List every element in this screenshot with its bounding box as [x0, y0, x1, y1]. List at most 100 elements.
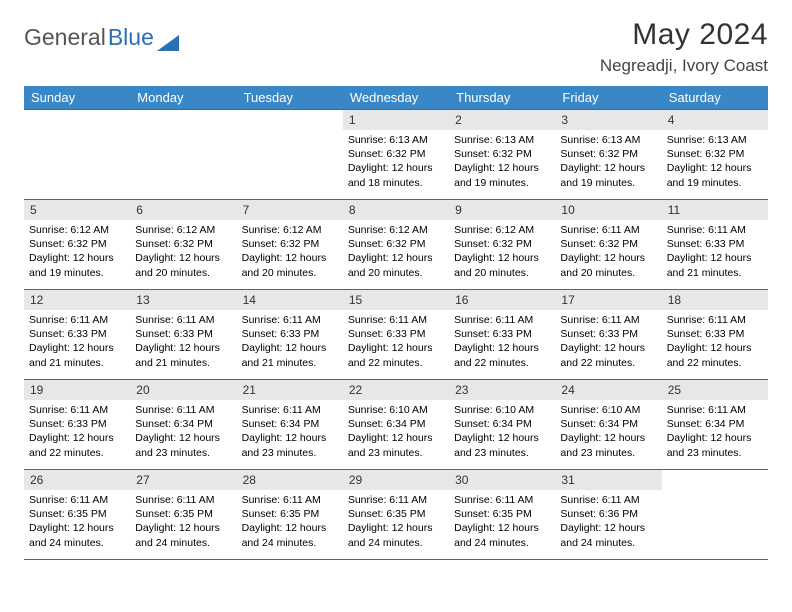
sunset-text: Sunset: 6:33 PM — [135, 327, 231, 341]
sunrise-text: Sunrise: 6:11 AM — [667, 223, 763, 237]
calendar-day-cell: 14Sunrise: 6:11 AMSunset: 6:33 PMDayligh… — [237, 290, 343, 380]
sunset-text: Sunset: 6:32 PM — [560, 147, 656, 161]
sunrise-text: Sunrise: 6:11 AM — [135, 313, 231, 327]
day-details: Sunrise: 6:11 AMSunset: 6:33 PMDaylight:… — [449, 310, 555, 373]
calendar-header-row: SundayMondayTuesdayWednesdayThursdayFrid… — [24, 86, 768, 110]
sunrise-text: Sunrise: 6:11 AM — [560, 223, 656, 237]
day-details: Sunrise: 6:11 AMSunset: 6:33 PMDaylight:… — [662, 310, 768, 373]
day-details: Sunrise: 6:11 AMSunset: 6:35 PMDaylight:… — [449, 490, 555, 553]
sunset-text: Sunset: 6:32 PM — [454, 237, 550, 251]
daylight-text: Daylight: 12 hours and 22 minutes. — [348, 341, 444, 369]
sunrise-text: Sunrise: 6:13 AM — [560, 133, 656, 147]
sunrise-text: Sunrise: 6:11 AM — [242, 493, 338, 507]
day-number — [237, 110, 343, 130]
daylight-text: Daylight: 12 hours and 23 minutes. — [454, 431, 550, 459]
daylight-text: Daylight: 12 hours and 23 minutes. — [348, 431, 444, 459]
day-details: Sunrise: 6:13 AMSunset: 6:32 PMDaylight:… — [662, 130, 768, 193]
calendar-day-cell: 28Sunrise: 6:11 AMSunset: 6:35 PMDayligh… — [237, 470, 343, 560]
day-details: Sunrise: 6:11 AMSunset: 6:33 PMDaylight:… — [662, 220, 768, 283]
sunset-text: Sunset: 6:34 PM — [667, 417, 763, 431]
sunrise-text: Sunrise: 6:11 AM — [29, 493, 125, 507]
day-number: 5 — [24, 200, 130, 220]
daylight-text: Daylight: 12 hours and 24 minutes. — [242, 521, 338, 549]
daylight-text: Daylight: 12 hours and 24 minutes. — [454, 521, 550, 549]
day-details: Sunrise: 6:11 AMSunset: 6:35 PMDaylight:… — [237, 490, 343, 553]
sunset-text: Sunset: 6:33 PM — [667, 327, 763, 341]
day-number: 27 — [130, 470, 236, 490]
daylight-text: Daylight: 12 hours and 19 minutes. — [560, 161, 656, 189]
day-number: 29 — [343, 470, 449, 490]
day-number — [662, 470, 768, 490]
sunrise-text: Sunrise: 6:10 AM — [454, 403, 550, 417]
calendar-day-cell: 18Sunrise: 6:11 AMSunset: 6:33 PMDayligh… — [662, 290, 768, 380]
sunset-text: Sunset: 6:33 PM — [560, 327, 656, 341]
day-details: Sunrise: 6:12 AMSunset: 6:32 PMDaylight:… — [237, 220, 343, 283]
calendar-day-cell: 1Sunrise: 6:13 AMSunset: 6:32 PMDaylight… — [343, 110, 449, 200]
day-details: Sunrise: 6:11 AMSunset: 6:34 PMDaylight:… — [130, 400, 236, 463]
day-number: 13 — [130, 290, 236, 310]
weekday-header: Thursday — [449, 86, 555, 110]
sunset-text: Sunset: 6:33 PM — [454, 327, 550, 341]
calendar-day-cell: 4Sunrise: 6:13 AMSunset: 6:32 PMDaylight… — [662, 110, 768, 200]
sunrise-text: Sunrise: 6:12 AM — [135, 223, 231, 237]
sunset-text: Sunset: 6:34 PM — [560, 417, 656, 431]
daylight-text: Daylight: 12 hours and 20 minutes. — [135, 251, 231, 279]
day-number: 31 — [555, 470, 661, 490]
day-number: 15 — [343, 290, 449, 310]
day-number: 22 — [343, 380, 449, 400]
sunrise-text: Sunrise: 6:11 AM — [29, 313, 125, 327]
calendar-day-cell: 8Sunrise: 6:12 AMSunset: 6:32 PMDaylight… — [343, 200, 449, 290]
weekday-header: Saturday — [662, 86, 768, 110]
sunrise-text: Sunrise: 6:13 AM — [667, 133, 763, 147]
calendar-day-cell — [24, 110, 130, 200]
day-number: 16 — [449, 290, 555, 310]
day-number: 7 — [237, 200, 343, 220]
calendar-day-cell: 22Sunrise: 6:10 AMSunset: 6:34 PMDayligh… — [343, 380, 449, 470]
day-details: Sunrise: 6:10 AMSunset: 6:34 PMDaylight:… — [343, 400, 449, 463]
sunrise-text: Sunrise: 6:12 AM — [242, 223, 338, 237]
calendar-day-cell: 3Sunrise: 6:13 AMSunset: 6:32 PMDaylight… — [555, 110, 661, 200]
day-details: Sunrise: 6:11 AMSunset: 6:35 PMDaylight:… — [24, 490, 130, 553]
day-number — [24, 110, 130, 130]
day-details: Sunrise: 6:11 AMSunset: 6:35 PMDaylight:… — [130, 490, 236, 553]
page-title: May 2024 — [600, 18, 768, 52]
calendar-day-cell: 26Sunrise: 6:11 AMSunset: 6:35 PMDayligh… — [24, 470, 130, 560]
sunrise-text: Sunrise: 6:11 AM — [348, 493, 444, 507]
day-number: 25 — [662, 380, 768, 400]
day-number: 3 — [555, 110, 661, 130]
day-number: 1 — [343, 110, 449, 130]
calendar-day-cell — [662, 470, 768, 560]
day-number: 6 — [130, 200, 236, 220]
day-details: Sunrise: 6:11 AMSunset: 6:33 PMDaylight:… — [130, 310, 236, 373]
weekday-header: Wednesday — [343, 86, 449, 110]
weekday-header: Friday — [555, 86, 661, 110]
daylight-text: Daylight: 12 hours and 18 minutes. — [348, 161, 444, 189]
calendar-table: SundayMondayTuesdayWednesdayThursdayFrid… — [24, 86, 768, 560]
sunset-text: Sunset: 6:33 PM — [242, 327, 338, 341]
day-details: Sunrise: 6:10 AMSunset: 6:34 PMDaylight:… — [449, 400, 555, 463]
sunset-text: Sunset: 6:35 PM — [348, 507, 444, 521]
sunrise-text: Sunrise: 6:12 AM — [348, 223, 444, 237]
day-number: 11 — [662, 200, 768, 220]
sunrise-text: Sunrise: 6:12 AM — [29, 223, 125, 237]
calendar-day-cell: 23Sunrise: 6:10 AMSunset: 6:34 PMDayligh… — [449, 380, 555, 470]
day-number: 2 — [449, 110, 555, 130]
calendar-day-cell: 20Sunrise: 6:11 AMSunset: 6:34 PMDayligh… — [130, 380, 236, 470]
day-number: 26 — [24, 470, 130, 490]
day-number: 9 — [449, 200, 555, 220]
sunset-text: Sunset: 6:33 PM — [667, 237, 763, 251]
sunrise-text: Sunrise: 6:11 AM — [560, 313, 656, 327]
daylight-text: Daylight: 12 hours and 19 minutes. — [667, 161, 763, 189]
day-details: Sunrise: 6:11 AMSunset: 6:33 PMDaylight:… — [343, 310, 449, 373]
title-block: May 2024 Negreadji, Ivory Coast — [600, 18, 768, 76]
calendar-week-row: 5Sunrise: 6:12 AMSunset: 6:32 PMDaylight… — [24, 200, 768, 290]
day-details: Sunrise: 6:11 AMSunset: 6:33 PMDaylight:… — [237, 310, 343, 373]
day-number: 17 — [555, 290, 661, 310]
daylight-text: Daylight: 12 hours and 22 minutes. — [667, 341, 763, 369]
sunset-text: Sunset: 6:32 PM — [348, 237, 444, 251]
calendar-day-cell: 30Sunrise: 6:11 AMSunset: 6:35 PMDayligh… — [449, 470, 555, 560]
daylight-text: Daylight: 12 hours and 20 minutes. — [348, 251, 444, 279]
day-number: 4 — [662, 110, 768, 130]
day-details: Sunrise: 6:13 AMSunset: 6:32 PMDaylight:… — [555, 130, 661, 193]
day-number — [130, 110, 236, 130]
